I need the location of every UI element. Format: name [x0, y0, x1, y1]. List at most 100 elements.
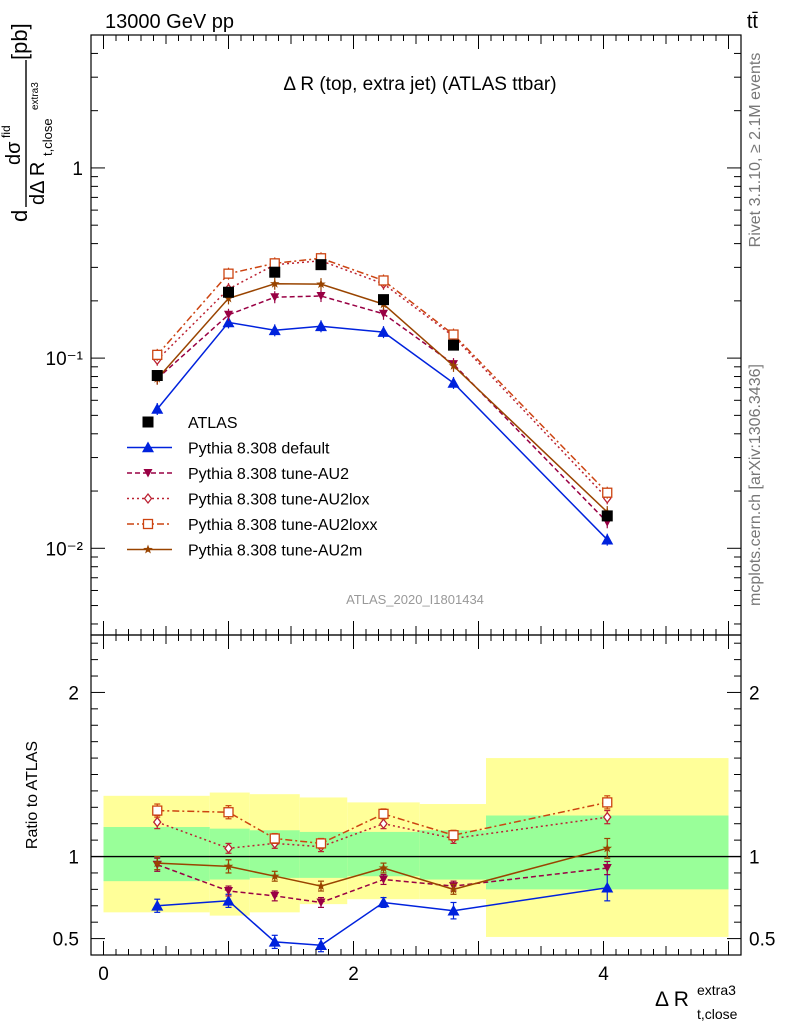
chart-title: Δ R (top, extra jet) (ATLAS ttbar)	[283, 74, 556, 95]
x-axis-label-main: Δ R	[655, 988, 689, 1011]
ratio-point-au2	[270, 891, 280, 901]
legend: ATLAS Pythia 8.308 default Pythia 8.308 tu…	[127, 415, 377, 560]
ratio-point-au2loxx	[602, 797, 613, 808]
ratio-point-au2	[602, 864, 612, 873]
legend-label: Pythia 8.308 tune-AU2lox	[188, 492, 369, 509]
point-default	[315, 320, 327, 332]
ratio-y-tick-label-left: 0.5	[53, 930, 79, 951]
point-au2	[316, 292, 326, 301]
x-axis-label: Δ R t,close extra3	[655, 982, 738, 1022]
ratio-point-au2lox	[224, 842, 233, 854]
point-au2loxx	[448, 329, 459, 340]
ratio-y-tick-label-right: 0.5	[749, 930, 775, 951]
ratio-y-tick-label-left: 1	[68, 848, 79, 869]
uncertainty-bands	[103, 758, 729, 937]
ratio-point-default	[315, 939, 327, 950]
series-au2loxx	[152, 252, 613, 499]
legend-label: Pythia 8.308 tune-AU2m	[188, 543, 362, 560]
legend-marker	[142, 416, 154, 428]
point-au2loxx	[602, 487, 613, 498]
ratio-point-au2	[316, 898, 326, 907]
legend-label: Pythia 8.308 tune-AU2	[188, 466, 349, 483]
ratio-point-default	[377, 896, 390, 908]
ratio-point-au2	[379, 875, 388, 885]
ratio-point-au2m	[316, 881, 326, 891]
point-default	[447, 376, 460, 388]
y-axis-label-superscript: extra3	[30, 82, 41, 110]
ratio-point-au2loxx	[378, 808, 389, 820]
ratio-point-au2loxx	[152, 805, 163, 816]
y-tick-label: 10⁻¹	[46, 349, 84, 370]
ratio-point-au2loxx	[315, 838, 327, 849]
ratio-series-default	[151, 873, 614, 953]
point-default	[601, 533, 614, 545]
legend-marker	[143, 544, 153, 554]
point-au2	[270, 293, 280, 302]
ratio-point-au2	[224, 887, 233, 896]
ratio-point-au2m	[448, 884, 459, 894]
ratio-point-au2m	[152, 858, 162, 868]
data-point	[151, 370, 163, 382]
ratio-y-tick-label-right: 2	[749, 683, 760, 704]
ratio-point-default	[268, 935, 281, 947]
data-point	[223, 286, 234, 298]
ratio-point-au2loxx	[269, 833, 280, 844]
ratio-point-au2lox	[379, 818, 388, 830]
legend-entry-au2: Pythia 8.308 tune-AU2	[127, 466, 349, 483]
ratio-point-au2m	[602, 843, 612, 853]
y-axis-label-numerator-sup: fid	[0, 125, 13, 138]
collision-label: 13000 GeV pp	[105, 11, 234, 33]
x-axis-label-superscript: extra3	[697, 982, 736, 998]
x-tick-label: 2	[348, 964, 359, 985]
ratio-y-axis-label: Ratio to ATLAS	[24, 741, 41, 849]
point-au2m	[223, 293, 234, 303]
legend-label: Pythia 8.308 tune-AU2loxx	[188, 517, 377, 534]
legend-label: Pythia 8.308 default	[188, 441, 330, 458]
point-default	[377, 326, 390, 337]
data-point	[315, 259, 327, 271]
y-tick-label: 10⁻²	[46, 539, 84, 560]
legend-entry-atlas: ATLAS	[142, 415, 238, 432]
y-tick-label: 1	[72, 159, 83, 180]
ratio-point-au2m	[223, 861, 234, 871]
ratio-series-au2loxx	[152, 795, 613, 849]
point-au2loxx	[378, 275, 389, 286]
ratio-point-au2m	[270, 871, 280, 881]
x-tick-label: 0	[98, 964, 109, 985]
legend-marker	[143, 492, 153, 505]
legend-entry-au2lox: Pythia 8.308 tune-AU2lox	[127, 492, 369, 509]
ratio-point-au2loxx	[448, 830, 459, 841]
legend-marker	[142, 441, 154, 453]
process-label: tt̄	[747, 11, 759, 33]
point-au2	[379, 309, 388, 319]
data-point	[448, 339, 459, 351]
analysis-watermark: ATLAS_2020_I1801434	[346, 592, 484, 607]
x-tick-label: 4	[598, 964, 609, 985]
rivet-version-label: Rivet 3.1.10, ≥ 2.1M events	[747, 53, 764, 248]
point-au2loxx	[152, 349, 163, 361]
data-point	[378, 294, 389, 306]
mcplots-label: mcplots.cern.ch [arXiv:1306.3436]	[747, 364, 764, 606]
point-default	[222, 316, 235, 328]
ratio-point-default	[151, 899, 164, 911]
legend-entry-default: Pythia 8.308 default	[127, 441, 330, 458]
ratio-point-au2lox	[602, 811, 612, 823]
data-point	[601, 510, 613, 522]
ratio-point-au2lox	[152, 816, 162, 828]
point-au2m	[316, 279, 326, 289]
legend-marker	[142, 518, 154, 530]
point-default	[268, 324, 281, 336]
x-axis-label-subscript: t,close	[697, 1006, 738, 1022]
ratio-panel: 0.5 0.5 1 1 2 2 0 2 4	[53, 634, 775, 985]
point-au2m	[270, 278, 280, 288]
point-au2loxx	[223, 268, 234, 279]
ratio-y-tick-label-right: 1	[749, 848, 760, 869]
point-au2	[224, 310, 233, 320]
legend-entry-au2loxx: Pythia 8.308 tune-AU2loxx	[127, 517, 377, 534]
ratio-point-default	[447, 904, 460, 916]
y-axis-label-subscript: t,close	[40, 118, 55, 156]
legend-entry-au2m: Pythia 8.308 tune-AU2m	[127, 543, 362, 560]
y-axis-label-denominator: dΔ R	[27, 162, 49, 205]
series-atlas-data	[151, 259, 613, 522]
